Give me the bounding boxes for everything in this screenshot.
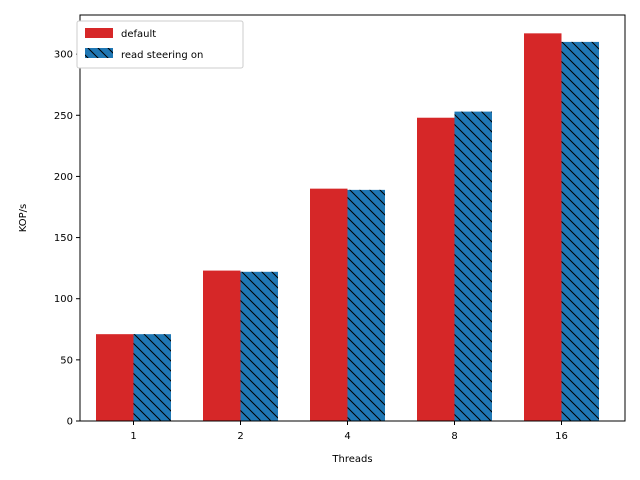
y-tick-label-250: 250 (54, 111, 73, 122)
y-tick-label-150: 150 (54, 233, 73, 244)
bar-hatch-read-steering-on-4 (347, 189, 385, 421)
bars-layer (96, 33, 599, 422)
bar-hatch-read-steering-on-16 (561, 41, 599, 421)
bar-hatch-read-steering-on-2 (240, 271, 278, 421)
y-tick-label-0: 0 (67, 417, 73, 428)
y-axis: 0 50 100 150 200 250 300 (54, 50, 80, 428)
x-axis-label: Threads (331, 454, 372, 465)
y-tick-label-50: 50 (60, 355, 73, 366)
y-tick-label-100: 100 (54, 294, 73, 305)
legend: default read steering on (76, 20, 244, 69)
y-tick-label-300: 300 (54, 50, 73, 61)
bar-default-8 (417, 117, 455, 421)
x-tick-label-4: 4 (344, 431, 350, 442)
legend-label-default: default (121, 29, 156, 40)
legend-label-read-steering: read steering on (121, 50, 203, 61)
legend-swatch-hatch (85, 48, 113, 58)
y-tick-label-200: 200 (54, 172, 73, 183)
bar-default-1 (96, 334, 134, 421)
x-tick-label-2: 2 (237, 431, 243, 442)
x-axis: 1 2 4 8 16 (130, 421, 568, 442)
bar-hatch-read-steering-on-1 (133, 334, 171, 421)
legend-box (76, 20, 244, 69)
bar-default-16 (524, 33, 562, 421)
x-tick-label-16: 16 (555, 431, 568, 442)
bar-default-4 (310, 188, 348, 421)
legend-swatch-default (85, 28, 113, 38)
plot-frame (79, 14, 626, 422)
x-tick-label-8: 8 (451, 431, 457, 442)
bar-default-2 (203, 270, 241, 421)
y-axis-label: KOP/s (18, 204, 29, 233)
bar-hatch-read-steering-on-8 (454, 111, 492, 422)
x-tick-label-1: 1 (130, 431, 136, 442)
